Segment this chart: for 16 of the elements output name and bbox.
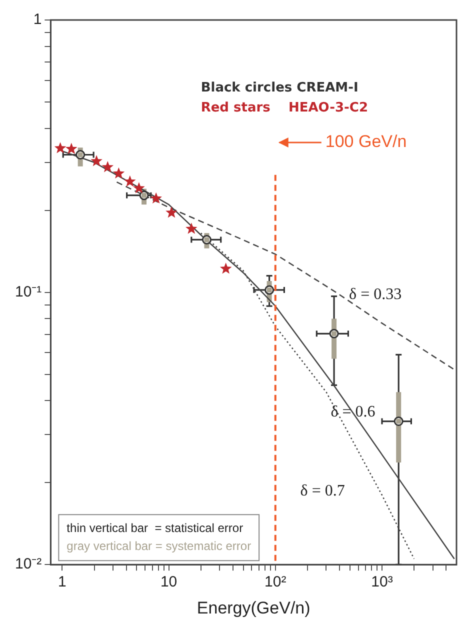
annotation: Red stars HEAO-3-C2 xyxy=(200,100,368,116)
x-axis-title: Energy(GeV/n) xyxy=(196,598,310,618)
annotation: δ = 0.33 xyxy=(349,286,402,304)
annotation: Black circles CREAM-I xyxy=(200,80,358,96)
annotation: thin vertical bar = statistical error xyxy=(66,520,244,535)
x-tick-label: 1 xyxy=(58,574,66,591)
y-tick-label: 10⁻¹ xyxy=(14,283,42,300)
annotation: δ = 0.7 xyxy=(300,482,345,500)
y-tick-label: 10⁻² xyxy=(14,556,42,573)
x-tick-label: 10² xyxy=(264,574,286,591)
annotation: gray vertical bar = systematic error xyxy=(66,538,252,553)
y-tick-label: 1 xyxy=(33,11,42,28)
x-tick-label: 10³ xyxy=(371,574,393,591)
annotation: δ = 0.6 xyxy=(330,403,376,420)
legend-label: 100 GeV/n xyxy=(325,132,407,152)
x-tick-label: 10 xyxy=(160,574,178,591)
